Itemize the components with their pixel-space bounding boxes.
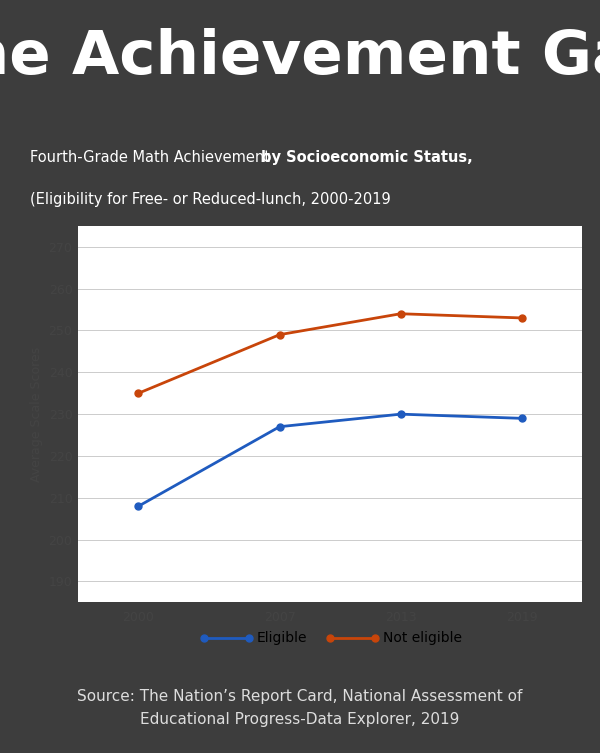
Text: Eligible: Eligible	[257, 631, 307, 645]
Text: by Socioeconomic Status,: by Socioeconomic Status,	[261, 150, 473, 165]
Text: Source: The Nation’s Report Card, National Assessment of
Educational Progress-Da: Source: The Nation’s Report Card, Nation…	[77, 689, 523, 727]
Text: Fourth-Grade Math Achievement: Fourth-Grade Math Achievement	[30, 150, 275, 165]
Y-axis label: Average Scale Scores: Average Scale Scores	[30, 346, 43, 482]
Text: (Eligibility for Free- or Reduced-lunch, 2000-2019: (Eligibility for Free- or Reduced-lunch,…	[30, 192, 391, 206]
Text: The Achievement Gap: The Achievement Gap	[0, 28, 600, 87]
Text: Not eligible: Not eligible	[383, 631, 462, 645]
